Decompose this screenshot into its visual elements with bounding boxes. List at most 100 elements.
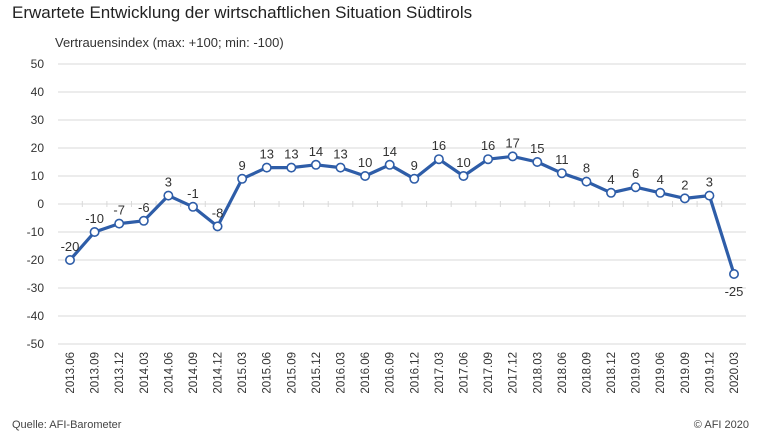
data-point [704, 190, 715, 201]
y-tick-label: -10 [27, 225, 45, 239]
data-label: -8 [212, 205, 224, 220]
data-label: 14 [309, 144, 323, 159]
data-point [581, 176, 592, 187]
data-point [360, 171, 371, 182]
data-point [483, 154, 494, 165]
x-tick-label: 2016.09 [385, 352, 397, 394]
data-label: -1 [187, 186, 199, 201]
data-labels: -20 -10 -7 -6 3 -1 -8 9 13 13 14 13 10 14 9 16 10 16 17 15 1… [61, 135, 744, 299]
data-label: -7 [113, 203, 125, 218]
data-label: 8 [583, 161, 590, 176]
data-point [556, 168, 567, 179]
y-axis-label: Vertrauensindex (max: +100; min: -100) [55, 35, 284, 50]
copyright-note: © AFI 2020 [693, 419, 749, 431]
data-label: -10 [85, 211, 104, 226]
x-tick-label: 2016.03 [336, 352, 348, 394]
x-tick-label: 2014.03 [139, 352, 151, 394]
x-tick-label: 2013.12 [114, 352, 126, 394]
data-label: -20 [61, 239, 80, 254]
x-tick-label: 2015.03 [237, 352, 249, 394]
data-point [507, 151, 518, 162]
y-tick-label: 30 [31, 113, 45, 127]
x-tick-label: 2019.09 [680, 352, 692, 394]
x-tick-label: 2017.09 [483, 352, 495, 394]
data-label: 13 [284, 147, 298, 162]
x-tick-label: 2018.03 [532, 352, 544, 394]
data-label: 13 [333, 147, 347, 162]
data-point [187, 201, 198, 212]
y-tick-label: 20 [31, 141, 45, 155]
data-point [310, 159, 321, 170]
x-tick-label: 2014.06 [163, 352, 175, 394]
x-tick-label: 2020.03 [729, 352, 741, 394]
data-label: 9 [239, 158, 246, 173]
data-label: 15 [530, 141, 544, 156]
y-tick-label: -20 [27, 253, 45, 267]
data-label: 4 [657, 172, 664, 187]
data-points [65, 151, 739, 279]
y-tick-label: 50 [31, 57, 45, 71]
x-tick-label: 2017.12 [508, 352, 520, 394]
x-tick-label: 2013.06 [65, 352, 77, 394]
data-point [433, 154, 444, 165]
series-line [68, 154, 736, 275]
x-tick-label: 2015.09 [286, 352, 298, 394]
data-point [409, 173, 420, 184]
y-tick-label: -50 [27, 337, 45, 351]
y-tick-label: -40 [27, 309, 45, 323]
x-tick-label: 2019.03 [631, 352, 643, 394]
series-line-group [68, 154, 736, 275]
x-tick-label: 2016.12 [409, 352, 421, 394]
x-tick-label: 2019.06 [655, 352, 667, 394]
data-point [384, 159, 395, 170]
data-label: 4 [607, 172, 614, 187]
data-point [606, 187, 617, 198]
x-tick-label: 2017.06 [458, 352, 470, 394]
data-point [630, 182, 641, 193]
x-axis-ticks: 2013.06 2013.09 2013.12 2014.03 2014.06 2014.… [65, 352, 741, 394]
x-tick-label: 2018.09 [581, 352, 593, 394]
data-point [114, 218, 125, 229]
data-label: 10 [358, 155, 372, 170]
x-tick-label: 2019.12 [704, 352, 716, 394]
data-label: 6 [632, 166, 639, 181]
data-label: 16 [481, 138, 495, 153]
data-point [728, 268, 739, 279]
source-note: Quelle: AFI-Barometer [12, 419, 122, 431]
data-label: 3 [706, 175, 713, 190]
x-tick-label: 2017.03 [434, 352, 446, 394]
data-label: -25 [725, 284, 744, 299]
data-label: 3 [165, 175, 172, 190]
data-label: 16 [432, 138, 446, 153]
data-point [335, 162, 346, 173]
data-point [532, 157, 543, 168]
data-point [65, 255, 76, 266]
x-tick-label: 2013.09 [90, 352, 102, 394]
data-point [679, 193, 690, 204]
data-point [286, 162, 297, 173]
data-point [138, 215, 149, 226]
data-point [261, 162, 272, 173]
data-label: 17 [505, 135, 519, 150]
data-point [163, 190, 174, 201]
data-point [212, 221, 223, 232]
y-tick-label: 10 [31, 169, 45, 183]
y-tick-label: 40 [31, 85, 45, 99]
data-label: 14 [382, 144, 396, 159]
x-tick-label: 2018.06 [557, 352, 569, 394]
data-label: 13 [260, 147, 274, 162]
x-tick-label: 2015.12 [311, 352, 323, 394]
x-tick-label: 2014.12 [213, 352, 225, 394]
data-point [89, 227, 100, 238]
data-label: 2 [681, 177, 688, 192]
data-label: -6 [138, 200, 150, 215]
data-point [237, 173, 248, 184]
data-label: 10 [456, 155, 470, 170]
data-point [458, 171, 469, 182]
y-tick-label: 0 [37, 197, 44, 211]
x-tick-label: 2014.09 [188, 352, 200, 394]
data-label: 11 [555, 152, 569, 167]
data-point [655, 187, 666, 198]
y-axis-ticks: 50 40 30 20 10 0 -10 -20 -30 -40 -50 [27, 57, 45, 351]
